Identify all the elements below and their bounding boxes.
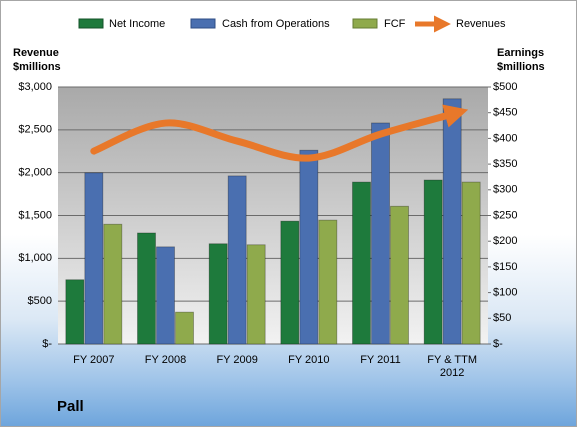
legend-swatch	[352, 18, 378, 29]
y2-tick-label: $250	[493, 209, 517, 221]
bar	[103, 223, 123, 345]
y2-tick-label: $150	[493, 261, 517, 273]
y-tick-label: $1,500	[18, 209, 52, 221]
bar	[208, 243, 228, 345]
bar	[137, 232, 156, 345]
y2-tick-label: $200	[493, 235, 517, 247]
y2-tick-label: $-	[493, 338, 503, 350]
legend-label: FCF	[384, 18, 406, 30]
bar	[461, 181, 481, 345]
x-tick-label: FY 2007	[73, 354, 115, 366]
bar	[227, 175, 247, 345]
y2-tick-label: $50	[493, 312, 511, 324]
legend-swatch	[78, 18, 104, 29]
y-tick-label: $3,000	[18, 81, 52, 93]
y-axis-title: Revenue $millions	[13, 47, 61, 73]
legend-swatch	[190, 18, 216, 29]
y-tick-label: $2,000	[18, 167, 52, 179]
x-tick-label: FY 2008	[144, 354, 187, 366]
bar	[371, 122, 390, 345]
legend: Net Income Cash from Operations FCF Reve…	[78, 15, 506, 33]
bar	[423, 179, 443, 345]
y2-tick-label: $400	[493, 132, 517, 144]
bar	[352, 181, 371, 345]
y-tick-label: $500	[28, 295, 52, 307]
y-tick-label: $-	[42, 338, 52, 350]
y2-axis-title: Earnings $millions	[497, 47, 545, 73]
chart-title: Pall	[57, 398, 84, 415]
x-tick-label: FY 2009	[216, 354, 258, 366]
bar	[84, 172, 104, 345]
line	[90, 104, 469, 162]
y-tick-label: $1,000	[18, 252, 52, 264]
x-tick-label: FY 2010	[288, 354, 330, 366]
bar	[318, 219, 338, 345]
legend-label: Net Income	[109, 18, 165, 30]
bar	[246, 244, 266, 345]
bar	[156, 246, 175, 345]
x-tick-label: FY 2011	[360, 354, 401, 366]
bar	[280, 220, 300, 345]
bar	[442, 98, 462, 345]
bar	[175, 311, 194, 345]
y2-tick-label: $100	[493, 287, 517, 299]
y2-tick-label: $500	[493, 81, 517, 93]
bar	[390, 205, 409, 345]
legend-label: Cash from Operations	[222, 18, 330, 30]
legend-label: Revenues	[456, 18, 506, 30]
bar	[299, 149, 319, 345]
x-tick-label: FY & TTM 2012	[427, 354, 478, 379]
y2-tick-label: $450	[493, 107, 517, 119]
y2-tick-label: $300	[493, 184, 517, 196]
bar	[65, 279, 85, 345]
y-tick-label: $2,500	[18, 124, 52, 136]
y2-tick-label: $350	[493, 158, 517, 170]
